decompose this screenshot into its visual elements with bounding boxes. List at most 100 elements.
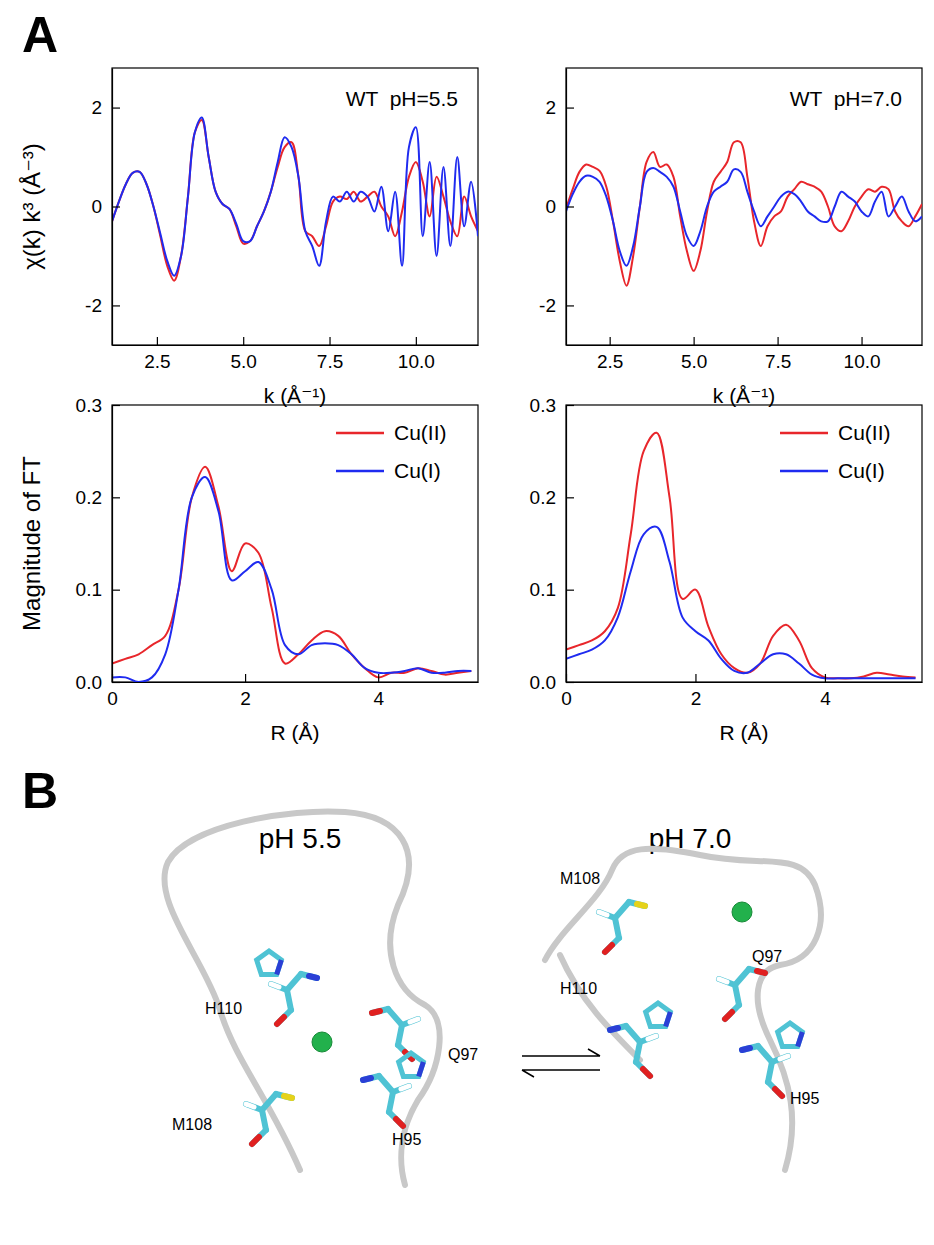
backbone-ribbon: [164, 811, 439, 1185]
tick-mark: [416, 337, 417, 345]
tick-label: 0.3: [530, 395, 556, 416]
tick-mark: [566, 206, 574, 207]
residue: [719, 969, 765, 1019]
tick-label: 0.0: [76, 672, 102, 693]
bond: [610, 1028, 618, 1030]
bond: [768, 1082, 782, 1096]
tick: 0.1: [530, 579, 574, 600]
bond: [252, 1130, 266, 1144]
tick: 0.2: [530, 487, 574, 508]
bond: [277, 1017, 284, 1024]
chart: 0240.00.10.20.3R (Å)Cu(II)Cu(I): [530, 395, 923, 744]
bond: [389, 1112, 403, 1126]
x-axis: 2.55.07.510.0: [113, 337, 479, 372]
bond: [757, 971, 765, 973]
tick: 0.2: [76, 487, 120, 508]
tick: 7.5: [765, 337, 791, 372]
bond: [615, 918, 619, 938]
residue-label: M108: [560, 870, 600, 887]
axis-line: [113, 682, 479, 683]
tick: 5.0: [230, 337, 256, 372]
tick-label: 2.5: [597, 351, 623, 372]
tick-label: 2: [545, 97, 556, 118]
tick-mark: [777, 337, 778, 345]
tick-label: 0.0: [530, 672, 556, 693]
tick-label: 2.5: [144, 351, 170, 372]
ring: [778, 1023, 803, 1047]
bond: [276, 1094, 292, 1098]
bond: [277, 1010, 291, 1024]
residue-label: H95: [392, 1131, 421, 1148]
tick-mark: [566, 305, 574, 306]
legend-swatch: [780, 470, 828, 473]
tick-label: 5.0: [230, 351, 256, 372]
tick-mark: [243, 337, 244, 345]
arrow: [522, 1049, 600, 1056]
legend-label: Cu(I): [838, 459, 885, 482]
tick-mark: [112, 206, 120, 207]
residue-label: H110: [205, 1000, 242, 1017]
legend-swatch: [336, 470, 384, 473]
bond: [599, 912, 607, 915]
tick-mark: [245, 674, 246, 682]
backbone-ribbon: [545, 849, 821, 1170]
legend-swatch: [336, 432, 384, 435]
tick-label: 0: [107, 688, 118, 709]
bond: [725, 1005, 739, 1019]
bond: [388, 1009, 402, 1025]
tick-label: 4: [820, 688, 831, 709]
tick-label: 0: [545, 196, 556, 217]
chart: 2.55.07.510.0-202k (Å⁻¹)WT pH=7.0: [539, 68, 922, 407]
bond: [798, 1032, 803, 1047]
tick: 2: [545, 97, 574, 118]
ring: [257, 951, 282, 975]
bond: [301, 974, 317, 978]
tick: 5.0: [681, 337, 707, 372]
copper-ion: [312, 1032, 332, 1052]
arrow: [522, 1070, 600, 1077]
plot-lines: [112, 117, 478, 280]
bond: [643, 1069, 650, 1076]
plot-frame: [566, 68, 922, 345]
tick: 7.5: [317, 337, 343, 372]
data-line: [566, 141, 922, 286]
y-axis-title: χ(k) k³ (Å⁻³): [18, 143, 45, 270]
chart: 2.55.07.510.0-202k (Å⁻¹)χ(k) k³ (Å⁻³)WT …: [18, 68, 479, 407]
residue: [257, 951, 317, 1024]
x-axis: 2.55.07.510.0: [567, 337, 923, 372]
bond: [719, 979, 727, 982]
tick: 2: [91, 97, 120, 118]
panel-letter: B: [22, 763, 58, 819]
data-line: [112, 467, 471, 678]
bond: [287, 990, 291, 1010]
copper-ion: [732, 902, 752, 922]
tick-mark: [112, 590, 120, 591]
bond: [749, 969, 765, 973]
y-axis: 0.0 0.1 0.2 0.3: [530, 395, 574, 693]
x-axis-title: k (Å⁻¹): [264, 384, 326, 407]
plot-lines: [566, 433, 916, 679]
tick: 0: [545, 196, 574, 217]
bond: [262, 1110, 266, 1130]
bond: [775, 1089, 782, 1096]
bond: [648, 1036, 656, 1039]
x-axis: 024: [561, 674, 922, 709]
tick-label: 0: [561, 688, 572, 709]
tick: 0.0: [530, 672, 574, 693]
y-axis: -2 0 2: [539, 69, 574, 346]
bond: [309, 976, 317, 978]
bond: [768, 1062, 772, 1082]
bond: [636, 1062, 650, 1076]
tick-label: 7.5: [317, 351, 343, 372]
tick-label: -2: [539, 295, 556, 316]
bond: [615, 902, 629, 918]
bond: [246, 1104, 254, 1107]
bond: [725, 1012, 732, 1019]
bond: [626, 1026, 640, 1042]
tick-mark: [825, 674, 826, 682]
bond: [284, 1096, 292, 1098]
x-axis-title: k (Å⁻¹): [713, 384, 775, 407]
plot-frame: [566, 405, 922, 682]
tick-label: 0.2: [530, 487, 556, 508]
tick-label: 2: [240, 688, 251, 709]
